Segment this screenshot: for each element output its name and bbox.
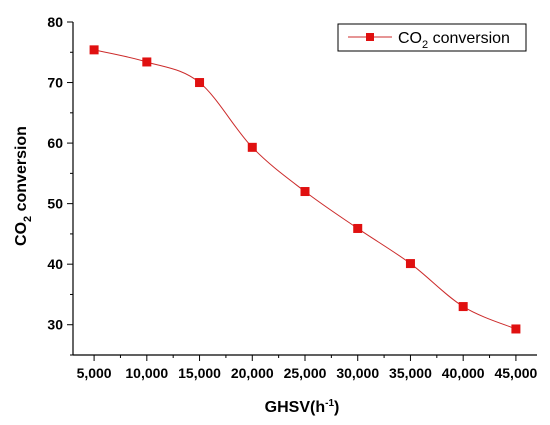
x-tick-label: 15,000 <box>178 365 221 381</box>
y-tick-label: 80 <box>47 14 63 30</box>
y-ticks: 30 40 50 60 70 80 <box>47 14 73 356</box>
x-ticks: 5,000 10,000 15,000 20,000 25,000 30,000 35,00… <box>77 355 538 381</box>
data-point <box>300 187 310 197</box>
x-tick-label: 5,000 <box>77 365 112 381</box>
y-tick-label: 70 <box>47 75 63 91</box>
legend: CO2 conversion <box>337 23 527 52</box>
y-tick-label: 50 <box>47 196 63 212</box>
x-tick-label: 35,000 <box>389 365 432 381</box>
data-point <box>89 45 99 55</box>
x-tick-label: 30,000 <box>336 365 379 381</box>
y-tick-label: 60 <box>47 135 63 151</box>
data-point <box>142 57 152 67</box>
legend-label: CO2 conversion <box>398 30 510 51</box>
data-point <box>405 259 415 269</box>
y-tick-label: 30 <box>47 317 63 333</box>
x-tick-label: 25,000 <box>284 365 327 381</box>
data-point <box>247 142 257 152</box>
y-axis-title: CO2 conversion <box>13 126 34 246</box>
x-tick-label: 10,000 <box>125 365 168 381</box>
data-point <box>195 78 205 88</box>
x-tick-label: 45,000 <box>494 365 537 381</box>
series-group <box>89 45 521 334</box>
data-point <box>353 223 363 233</box>
x-tick-label: 20,000 <box>231 365 274 381</box>
x-tick-label: 40,000 <box>442 365 485 381</box>
y-tick-label: 40 <box>47 256 63 272</box>
data-point <box>458 302 468 312</box>
data-point <box>511 324 521 334</box>
x-axis-title: GHSV(h-1) <box>265 398 340 416</box>
legend-marker <box>366 33 374 41</box>
